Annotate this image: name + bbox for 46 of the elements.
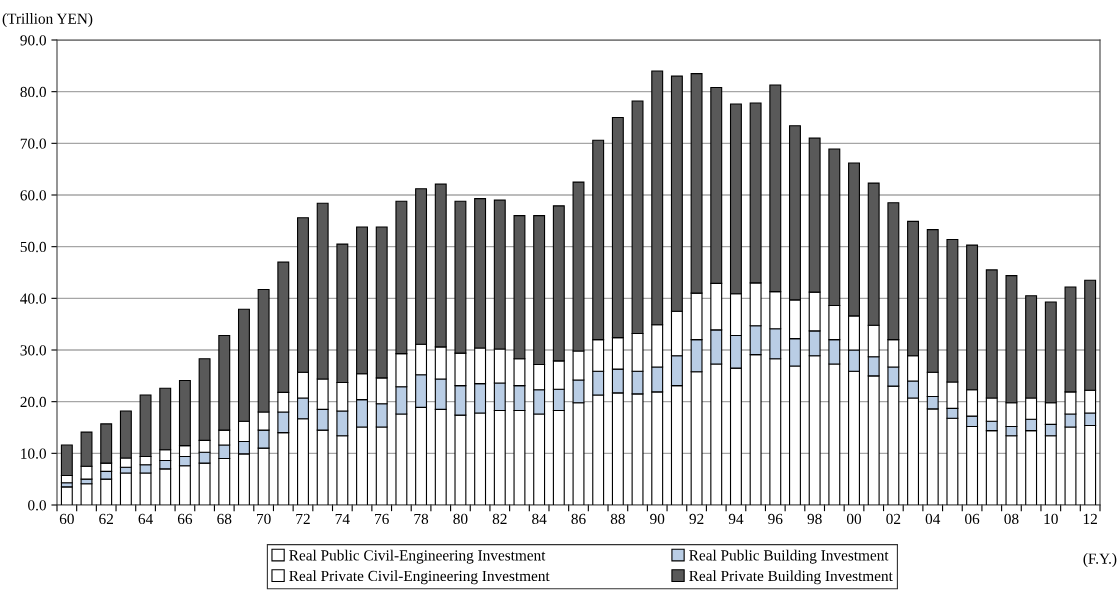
x-tick-label: 06 [965,513,980,525]
y-tick-label: 40.0 [20,293,46,304]
y-axis-title: (Trillion YEN) [2,13,93,27]
x-tick-label: 60 [59,513,74,525]
x-tick-label: 68 [217,513,232,525]
y-tick-label: 20.0 [20,396,46,408]
bar [80,483,93,505]
x-tick-label: 70 [257,513,271,525]
legend-label: Real Private Building Investment [689,570,893,585]
y-tick-label: 50.0 [20,241,46,253]
x-tick-label: 00 [846,513,862,525]
y-tick-label: 10.0 [21,448,46,459]
x-tick-label: 90 [650,513,665,525]
y-tick-label: 0.0 [28,500,46,511]
x-tick-label: 88 [610,513,625,525]
x-tick-label: 92 [689,513,704,525]
legend-label: Real Public Civil-Engineering Investment [289,549,546,564]
x-tick-label: 64 [138,513,153,525]
y-tick-label: 80.0 [20,86,46,98]
x-tick-label: 62 [99,513,113,525]
x-tick-label: 84 [532,513,547,525]
x-tick-label: 08 [1004,513,1019,525]
x-tick-label: 74 [335,513,350,524]
y-tick-label: 60.0 [20,190,46,201]
x-tick-label: 98 [807,513,822,525]
x-tick-label: 12 [1083,513,1097,524]
x-tick-label: 80 [453,513,468,525]
bar [119,472,132,505]
x-tick-label: 82 [492,513,507,525]
x-tick-label: 96 [768,513,783,525]
legend-label: Real Public Building Investment [689,549,889,564]
y-tick-label: 70.0 [20,138,46,149]
x-tick-label: 72 [296,513,310,524]
x-tick-label: 78 [414,513,429,525]
bar [60,486,73,505]
x-tick-label: 10 [1044,513,1058,525]
y-tick-label: 90.0 [20,35,46,46]
x-tick-label: 02 [886,513,901,525]
x-tick-label: 86 [571,513,586,525]
x-tick-label: 76 [375,513,389,525]
x-tick-label: 94 [728,513,744,525]
y-tick-label: 30.0 [20,345,46,356]
x-axis-title: (F.Y.) [1083,553,1117,567]
x-tick-label: 66 [177,513,193,525]
x-tick-label: 04 [925,513,941,525]
legend-label: Real Private Civil-Engineering Investment [289,570,550,585]
